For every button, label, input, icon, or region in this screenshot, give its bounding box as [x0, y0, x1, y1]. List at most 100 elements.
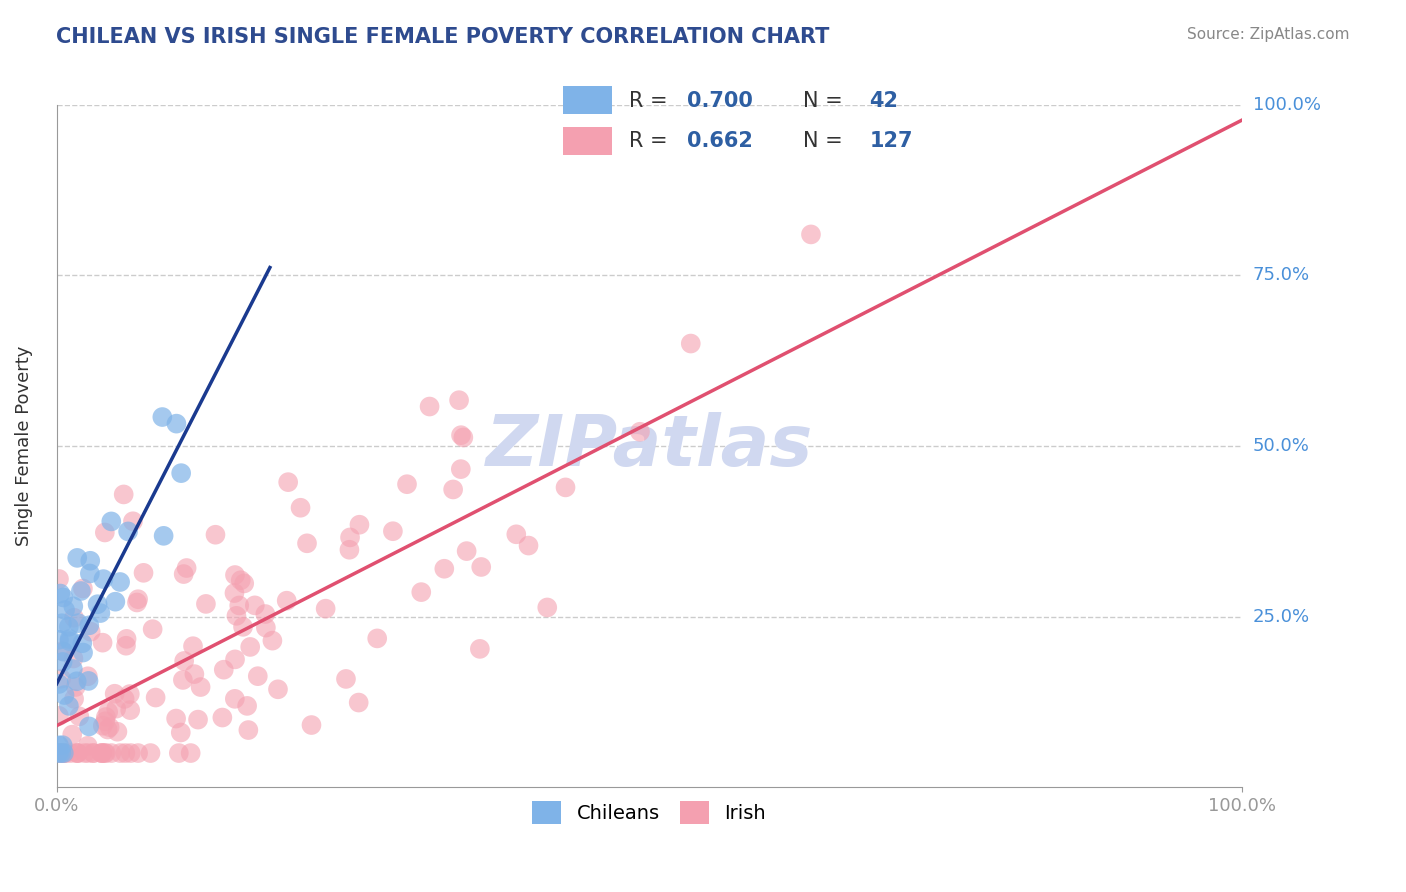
Irish [239, 640, 262, 654]
Chileans [62, 599, 84, 614]
Irish [94, 710, 117, 724]
Irish [53, 746, 76, 760]
Irish [114, 746, 136, 760]
Irish [100, 746, 122, 760]
Chileans [52, 746, 75, 760]
Irish [125, 595, 148, 609]
Chileans [70, 584, 93, 599]
Irish [536, 600, 558, 615]
Irish [228, 599, 250, 613]
Irish [339, 542, 361, 557]
Irish [246, 669, 269, 683]
Irish [233, 576, 256, 591]
Irish [48, 709, 70, 723]
Irish [63, 611, 86, 625]
Irish [238, 723, 260, 737]
Irish [97, 723, 120, 737]
Irish [517, 539, 540, 553]
Chileans [150, 410, 173, 425]
Irish [122, 514, 145, 528]
Chileans [48, 739, 70, 753]
Chileans [52, 655, 75, 669]
Chileans [165, 417, 187, 431]
Chileans [72, 636, 94, 650]
Irish [94, 525, 117, 540]
Text: ZIPatlas: ZIPatlas [485, 411, 813, 481]
Chileans [48, 632, 70, 647]
Irish [114, 692, 136, 706]
Irish [450, 428, 472, 442]
Chileans [86, 597, 108, 611]
Chileans [48, 746, 70, 760]
Chileans [48, 677, 70, 691]
Irish [55, 746, 77, 760]
Irish [441, 483, 464, 497]
Chileans [93, 572, 115, 586]
Irish [419, 400, 441, 414]
Irish [229, 573, 252, 587]
Irish [453, 430, 475, 444]
Irish [190, 680, 212, 694]
Chileans [52, 591, 75, 605]
Irish [105, 701, 128, 715]
Irish [90, 746, 112, 760]
Irish [433, 562, 456, 576]
Irish [82, 746, 104, 760]
Irish [224, 691, 246, 706]
Irish [51, 672, 73, 686]
Irish [165, 712, 187, 726]
Irish [139, 746, 162, 760]
Irish [115, 632, 138, 646]
Irish [98, 720, 121, 734]
Irish [67, 709, 90, 723]
Irish [77, 746, 100, 760]
Irish [91, 746, 114, 760]
Irish [301, 718, 323, 732]
Chileans [53, 688, 76, 702]
Irish [276, 593, 298, 607]
Irish [173, 654, 195, 668]
Legend: Chileans, Irish: Chileans, Irish [524, 793, 773, 832]
Irish [66, 746, 89, 760]
Irish [212, 663, 235, 677]
Irish [48, 572, 70, 586]
Irish [181, 639, 204, 653]
Irish [468, 641, 491, 656]
Irish [236, 698, 259, 713]
Chileans [58, 698, 80, 713]
Irish [173, 567, 195, 582]
Irish [76, 669, 98, 683]
Irish [225, 608, 247, 623]
Irish [91, 719, 114, 733]
Irish [112, 487, 135, 501]
Irish [115, 639, 138, 653]
Irish [59, 746, 82, 760]
Chileans [58, 620, 80, 634]
Irish [449, 393, 471, 408]
Irish [381, 524, 404, 539]
Irish [91, 635, 114, 649]
Irish [347, 696, 370, 710]
Irish [339, 530, 361, 544]
Text: 75.0%: 75.0% [1253, 267, 1310, 285]
Irish [224, 586, 246, 600]
Y-axis label: Single Female Poverty: Single Female Poverty [15, 346, 32, 546]
Irish [183, 667, 205, 681]
Irish [65, 680, 87, 694]
Text: Source: ZipAtlas.com: Source: ZipAtlas.com [1187, 27, 1350, 42]
Irish [107, 724, 129, 739]
Irish [187, 713, 209, 727]
Irish [62, 651, 84, 665]
Irish [211, 710, 233, 724]
Chileans [79, 618, 101, 632]
Irish [48, 746, 70, 760]
Chileans [77, 673, 100, 688]
Irish [120, 703, 142, 717]
Irish [66, 746, 89, 760]
Chileans [49, 586, 72, 600]
Irish [395, 477, 418, 491]
Chileans [66, 550, 89, 565]
Irish [224, 652, 246, 666]
Text: CHILEAN VS IRISH SINGLE FEMALE POVERTY CORRELATION CHART: CHILEAN VS IRISH SINGLE FEMALE POVERTY C… [56, 27, 830, 46]
Irish [73, 746, 96, 760]
